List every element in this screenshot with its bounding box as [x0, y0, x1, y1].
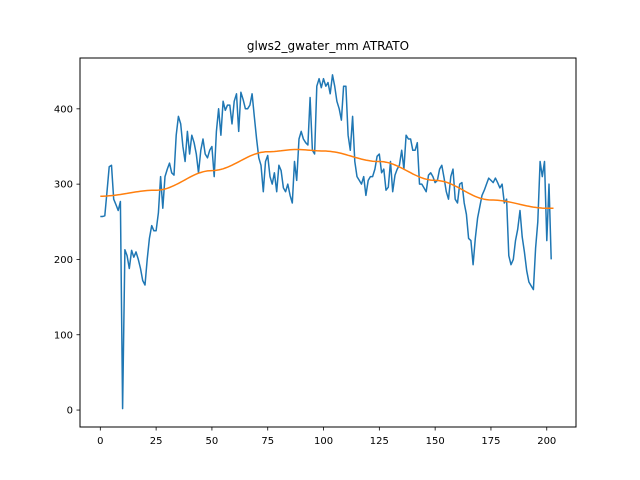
series-line-fit — [100, 148, 554, 209]
y-tick-label: 300 — [54, 180, 73, 191]
x-tick-label: 200 — [537, 436, 556, 447]
x-tick-label: 25 — [150, 436, 163, 447]
x-tick-label: 75 — [261, 436, 274, 447]
y-tick-label: 200 — [54, 255, 73, 266]
plot-series — [100, 74, 554, 410]
chart-title: glws2_gwater_mm ATRATO — [247, 39, 409, 53]
x-axis: 0 25 50 75 100 125 150 175 200 — [97, 427, 556, 447]
series-line-raw — [100, 74, 552, 410]
x-tick-label: 125 — [370, 436, 389, 447]
x-tick-label: 50 — [206, 436, 219, 447]
x-tick-label: 100 — [314, 436, 333, 447]
y-tick-label: 400 — [54, 104, 73, 115]
plot-frame — [79, 57, 577, 428]
x-tick-label: 175 — [481, 436, 500, 447]
y-tick-label: 0 — [67, 406, 73, 417]
x-tick-label: 150 — [426, 436, 445, 447]
y-axis: 0 100 200 300 400 — [54, 104, 80, 417]
x-tick-label: 0 — [97, 436, 103, 447]
y-tick-label: 100 — [54, 330, 73, 341]
